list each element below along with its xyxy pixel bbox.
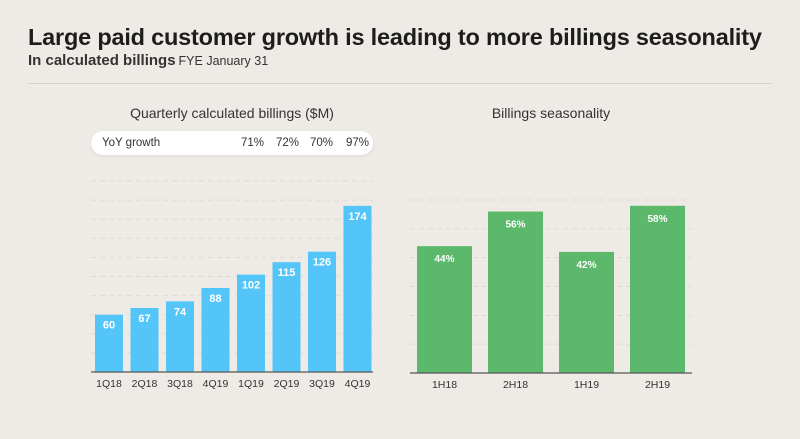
x-tick-label: 2Q18	[132, 378, 158, 390]
divider	[28, 83, 772, 84]
data-label: 56%	[505, 220, 525, 231]
slide-title: Large paid customer growth is leading to…	[28, 24, 762, 50]
x-tick-label: 2H18	[503, 379, 528, 391]
bar	[559, 251, 614, 373]
data-label: 88	[209, 293, 221, 305]
bar	[95, 314, 123, 372]
bar	[130, 308, 159, 372]
x-tick-label: 4Q19	[345, 378, 371, 390]
yoy-value: 70%	[310, 137, 334, 149]
data-label: 58%	[647, 214, 667, 225]
yoy-label: YoY growth	[102, 137, 161, 149]
x-tick-label: 4Q19	[203, 378, 229, 390]
yoy-value: 97%	[346, 137, 370, 149]
x-tick-label: 1Q19	[238, 378, 264, 390]
bar	[237, 274, 265, 372]
data-label: 126	[313, 257, 331, 269]
data-label: 42%	[576, 260, 596, 271]
slide-subtitle: In calculated billings FYE January 31	[28, 52, 268, 69]
data-label: 115	[278, 267, 296, 279]
yoy-value: 72%	[276, 137, 300, 149]
data-label: 174	[348, 211, 367, 223]
bar	[201, 287, 230, 372]
data-label: 74	[174, 306, 187, 318]
subtitle-text: In calculated billings	[28, 52, 176, 69]
bar	[417, 246, 472, 373]
bar	[272, 262, 301, 372]
bar	[488, 211, 543, 373]
chart-title-quarterly: Quarterly calculated billings ($M)	[130, 105, 334, 121]
bar	[308, 251, 336, 372]
x-tick-label: 1Q18	[96, 378, 122, 390]
x-tick-label: 3Q18	[167, 378, 193, 390]
data-label: 67	[138, 313, 150, 325]
x-tick-label: 1H19	[574, 379, 599, 391]
chart-title-seasonality: Billings seasonality	[491, 105, 611, 121]
bar	[630, 205, 685, 373]
data-label: 44%	[434, 254, 454, 265]
bar	[166, 301, 194, 372]
bar	[343, 205, 372, 372]
data-label: 102	[242, 280, 260, 292]
data-label: 60	[103, 320, 115, 332]
subtitle-note: FYE January 31	[178, 54, 269, 68]
yoy-growth-row: YoY growth 71% 72% 70% 97%	[91, 131, 373, 155]
x-tick-label: 2H19	[645, 379, 670, 391]
x-tick-label: 3Q19	[309, 378, 335, 390]
x-tick-label: 1H18	[432, 379, 457, 391]
x-tick-label: 2Q19	[274, 378, 300, 390]
yoy-value: 71%	[241, 137, 265, 149]
